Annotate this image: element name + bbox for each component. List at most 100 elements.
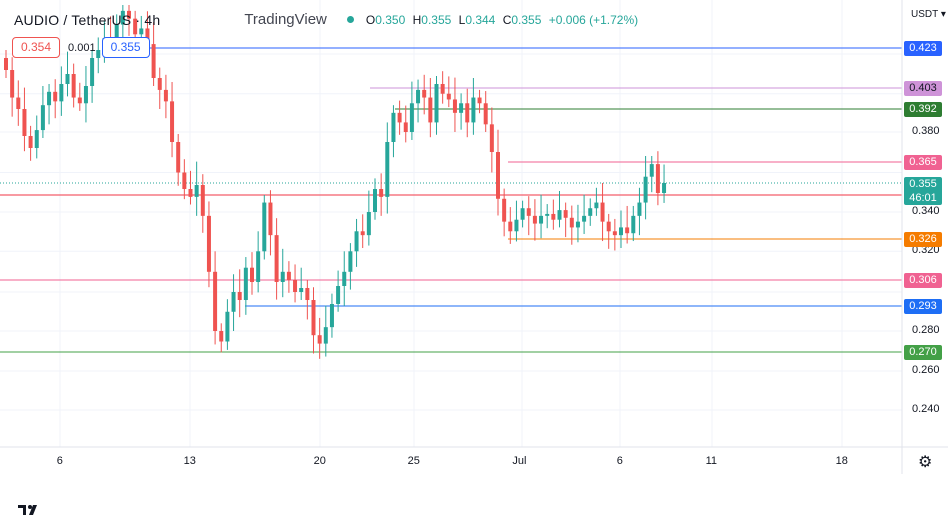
market-status-icon [346,16,354,23]
candles [4,5,667,359]
candle-body [231,292,236,312]
candle-body [28,136,33,148]
candle-body [471,97,476,123]
chart-header: AUDIO / TetherUS · 4h TradingView O0.350… [14,11,638,28]
candle-body [545,213,550,216]
level-0270-label: 0.270 [904,344,942,360]
time-tick: Jul [512,455,527,467]
candle-body [416,89,421,104]
candle-body [563,210,568,218]
price-tick: 0.320 [912,244,940,257]
candle-body [311,300,316,336]
candle-body [379,189,384,197]
time-tick: 11 [705,455,718,467]
time-tick: 6 [56,455,63,467]
candle-body [354,231,359,252]
candle-body [539,215,544,224]
level-0423-label: 0.423 [904,40,942,56]
price-tick: 0.380 [912,125,940,137]
candle-body [16,97,21,109]
candle-body [465,103,470,123]
candle-body [440,84,445,94]
candle-body [127,10,131,19]
candle-body [65,74,70,84]
spread-value: 0.001 [68,41,96,54]
time-tick: 6 [616,455,623,467]
candle-body [305,288,310,300]
trade-buttons: 0.354 0.001 0.355 [12,37,150,58]
candle-body [170,101,175,142]
candle-body [77,97,82,104]
candle-body [34,130,39,148]
price-tick: 0.340 [912,205,940,217]
candle-body [4,58,8,70]
level-0306-label: 0.306 [904,272,942,288]
candle-body [262,202,267,252]
candle-body [612,231,617,236]
candle-body [47,91,52,106]
candle-body [625,227,630,234]
candle-body [496,152,500,199]
level-0403-label: 0.403 [904,80,942,96]
candle-body [274,235,279,282]
candle-body [188,189,193,197]
sell-button[interactable]: 0.354 [12,37,61,58]
candle-body [256,251,261,282]
candle-body [508,221,513,232]
candle-body [385,142,390,197]
candle-body [157,78,162,90]
candle-body [225,311,230,342]
time-tick: 25 [407,455,420,467]
buy-button[interactable]: 0.355 [101,37,150,58]
candle-body [520,208,525,220]
candle-body [637,202,642,216]
candle-body [459,103,464,113]
candle-body [206,215,211,272]
chevron-down-icon: ▾ [938,9,946,20]
candle-body [409,103,414,132]
candle-body [280,271,285,282]
low-value: 0.344 [465,12,496,27]
price-tick: 0.280 [912,324,940,336]
candle-body [600,202,605,222]
candle-body [452,99,457,113]
candle-body [299,288,304,292]
candle-body [526,208,531,216]
candle-body [514,219,519,232]
level-0326-label: 0.326 [904,231,942,247]
candle-body [145,28,150,45]
candle-body [643,176,648,203]
change-value: +0.006 (+1.72%) [548,12,639,27]
candle-body [10,70,15,98]
level-0365-label: 0.365 [904,154,942,170]
price-tick: 0.260 [912,364,940,376]
currency-selector[interactable]: USDT ▾ [911,9,946,20]
gear-icon[interactable]: ⚙ [918,454,933,471]
price-chart[interactable] [0,0,948,474]
tradingview-logo-glyph-icon[interactable] [12,497,48,523]
candle-body [329,304,334,328]
candle-body [366,212,371,236]
candle-body [293,280,298,292]
level-0293-label: 0.293 [904,298,942,314]
candle-body [323,327,328,344]
high-value: 0.355 [421,12,452,27]
candle-body [551,213,556,220]
candle-body [139,28,144,35]
candle-body [403,122,408,132]
candle-body [200,185,205,216]
open-value: 0.350 [375,12,406,27]
candle-body [286,271,291,280]
candle-body [53,91,58,102]
candle-body [619,227,623,236]
candle-body [557,210,562,220]
candle-body [268,202,273,236]
candle-body [582,215,587,222]
candle-body [397,112,402,123]
candle-body [250,267,254,282]
close-value: 0.355 [511,12,542,27]
candle-body [213,271,218,331]
time-tick: 20 [313,455,326,467]
candle-body [391,112,396,142]
symbol-title[interactable]: AUDIO / TetherUS · 4h [14,11,161,28]
